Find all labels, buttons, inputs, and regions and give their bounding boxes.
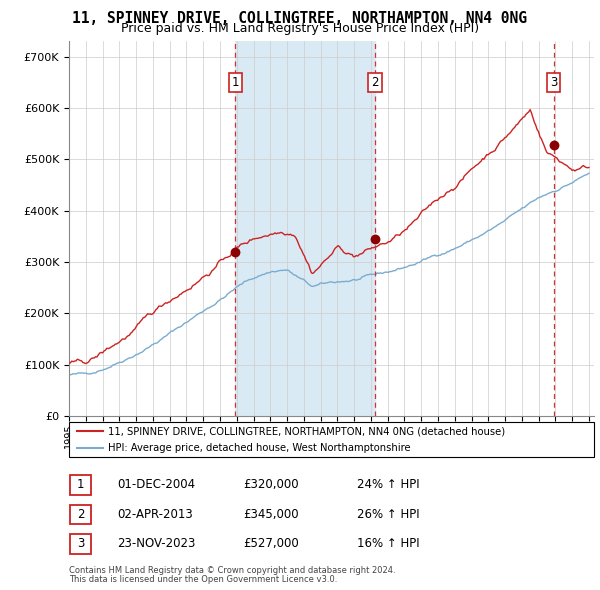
Bar — [235, 41, 375, 416]
FancyBboxPatch shape — [69, 422, 594, 457]
FancyBboxPatch shape — [70, 535, 91, 553]
Text: 3: 3 — [550, 76, 557, 89]
Text: 26% ↑ HPI: 26% ↑ HPI — [357, 508, 419, 521]
Text: 3: 3 — [77, 537, 84, 550]
Text: £345,000: £345,000 — [243, 508, 299, 521]
Text: 11, SPINNEY DRIVE, COLLINGTREE, NORTHAMPTON, NN4 0NG: 11, SPINNEY DRIVE, COLLINGTREE, NORTHAMP… — [73, 11, 527, 25]
Point — [370, 234, 380, 244]
Text: 02-APR-2013: 02-APR-2013 — [117, 508, 193, 521]
Text: HPI: Average price, detached house, West Northamptonshire: HPI: Average price, detached house, West… — [109, 442, 411, 453]
Point — [549, 141, 559, 150]
FancyBboxPatch shape — [70, 476, 91, 494]
Text: 1: 1 — [232, 76, 239, 89]
Text: 2: 2 — [77, 508, 84, 521]
Text: Price paid vs. HM Land Registry's House Price Index (HPI): Price paid vs. HM Land Registry's House … — [121, 22, 479, 35]
Text: £527,000: £527,000 — [243, 537, 299, 550]
Text: 24% ↑ HPI: 24% ↑ HPI — [357, 478, 419, 491]
Text: Contains HM Land Registry data © Crown copyright and database right 2024.: Contains HM Land Registry data © Crown c… — [69, 566, 395, 575]
Point — [230, 247, 240, 257]
Text: 11, SPINNEY DRIVE, COLLINGTREE, NORTHAMPTON, NN4 0NG (detached house): 11, SPINNEY DRIVE, COLLINGTREE, NORTHAMP… — [109, 427, 505, 437]
Text: 16% ↑ HPI: 16% ↑ HPI — [357, 537, 419, 550]
Text: £320,000: £320,000 — [243, 478, 299, 491]
Text: This data is licensed under the Open Government Licence v3.0.: This data is licensed under the Open Gov… — [69, 575, 337, 584]
FancyBboxPatch shape — [70, 505, 91, 524]
Text: 2: 2 — [371, 76, 379, 89]
Text: 01-DEC-2004: 01-DEC-2004 — [117, 478, 195, 491]
Bar — [554, 41, 600, 416]
Text: 23-NOV-2023: 23-NOV-2023 — [117, 537, 196, 550]
Text: 1: 1 — [77, 478, 84, 491]
